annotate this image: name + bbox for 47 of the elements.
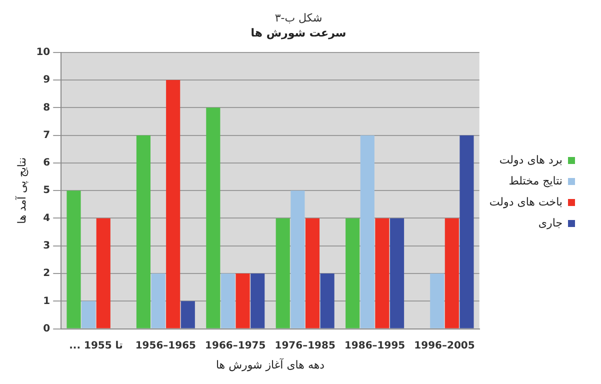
x-tick-label: 1956–1965 bbox=[135, 340, 196, 352]
y-tick-label: 0 bbox=[43, 323, 50, 334]
bar bbox=[375, 218, 390, 328]
bar bbox=[360, 135, 374, 328]
x-axis-title: دهه های آغاز شورش ها bbox=[216, 357, 325, 372]
legend-label: نتایج مختلط bbox=[508, 174, 562, 188]
y-tick-label: 5 bbox=[43, 185, 50, 196]
bar bbox=[320, 274, 334, 328]
bar bbox=[460, 135, 474, 328]
bar bbox=[276, 218, 290, 328]
bar bbox=[346, 218, 360, 328]
y-tick-label: 7 bbox=[43, 130, 50, 141]
y-tick-label: 6 bbox=[43, 158, 50, 169]
bar bbox=[390, 218, 404, 328]
bar bbox=[430, 274, 444, 328]
y-tick-label: 8 bbox=[43, 102, 50, 114]
bar bbox=[166, 80, 180, 328]
bar bbox=[305, 218, 320, 328]
bar bbox=[96, 218, 110, 328]
x-tick-label: 1996–2005 bbox=[414, 340, 475, 352]
bar bbox=[136, 135, 150, 328]
bar bbox=[66, 190, 81, 328]
y-tick-label: 9 bbox=[43, 74, 50, 86]
y-axis-title: نتایج پی آمد ها bbox=[14, 157, 28, 224]
legend-label: برد های دولت bbox=[499, 153, 562, 166]
x-tick-label: 1966–1975 bbox=[205, 340, 266, 352]
bar bbox=[220, 274, 236, 328]
y-tick-label: 1 bbox=[43, 296, 50, 307]
x-tick-label: ... تا 1955 bbox=[69, 340, 124, 352]
chart-title: شکل ب-۳ bbox=[274, 11, 322, 24]
bar bbox=[290, 190, 305, 328]
bar bbox=[206, 108, 220, 328]
x-tick-label: 1976–1985 bbox=[274, 340, 336, 352]
bar bbox=[444, 218, 459, 328]
legend-label: جاری bbox=[538, 216, 562, 230]
y-tick-label: 10 bbox=[36, 46, 50, 58]
legend-label: باخت های دولت bbox=[489, 195, 562, 208]
y-tick-label: 2 bbox=[43, 268, 50, 280]
bar bbox=[82, 301, 96, 328]
bar bbox=[236, 274, 250, 328]
y-tick-label: 4 bbox=[43, 212, 50, 224]
chart-subtitle: سرعت شورش ها bbox=[250, 26, 346, 40]
x-tick-label: 1986–1995 bbox=[344, 340, 406, 352]
bar bbox=[250, 274, 265, 328]
y-tick-label: 3 bbox=[43, 240, 50, 252]
bar bbox=[151, 274, 166, 328]
bar bbox=[180, 301, 195, 328]
